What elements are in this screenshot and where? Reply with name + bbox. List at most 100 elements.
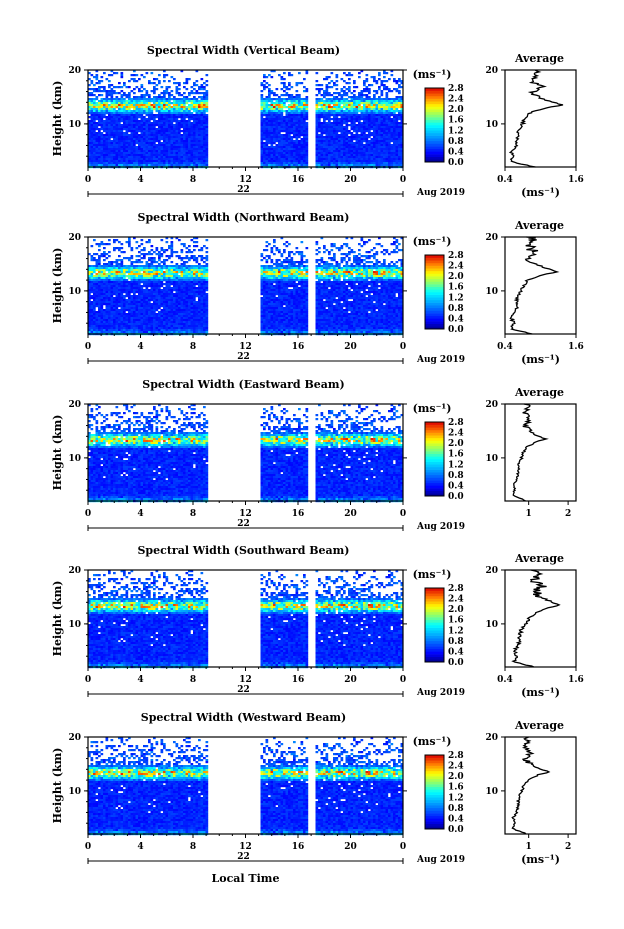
x-tick-label: 16: [292, 342, 305, 352]
month-year-label: Aug 2019: [416, 355, 465, 365]
colorbar-tick-label: 0.8: [448, 804, 464, 814]
colorbar-cell: [425, 781, 444, 785]
average-x-axis-label: (ms⁻¹): [521, 353, 560, 366]
colorbar-tick-label: 2.8: [448, 418, 464, 428]
colorbar-cell: [425, 762, 444, 766]
colorbar-cell: [425, 630, 444, 634]
colorbar-tick-label: 2.0: [448, 605, 464, 615]
x-tick-label: 0: [85, 675, 91, 685]
average-x-tick-label: 1.6: [568, 342, 584, 352]
y-tick-label: 10: [68, 620, 81, 630]
panel-title: Spectral Width (Westward Beam): [141, 711, 346, 724]
colorbar-cell: [425, 802, 444, 806]
date-label: 22: [237, 352, 250, 362]
colorbar-cell: [425, 590, 444, 594]
x-tick-label: 4: [137, 175, 143, 185]
colorbar-tick-label: 1.6: [448, 283, 464, 293]
colorbar-cell: [425, 148, 444, 152]
colorbar: (ms⁻¹) 2.82.42.01.61.20.80.40.0: [413, 68, 464, 168]
colorbar-cell: [425, 588, 444, 591]
y-tick-label: 10: [68, 287, 81, 297]
colorbar-tick-label: 1.2: [448, 626, 464, 636]
colorbar-cell: [425, 490, 444, 494]
colorbar-cell: [425, 111, 444, 115]
average-profile-line: [509, 236, 560, 335]
colorbar-cell: [425, 789, 444, 793]
colorbar-cell: [425, 640, 444, 644]
colorbar-cell: [425, 424, 444, 428]
average-title: Average: [514, 719, 564, 732]
average-x-axis-label: (ms⁻¹): [521, 186, 560, 199]
colorbar-cell: [425, 614, 444, 618]
average-x-axis-label: (ms⁻¹): [521, 853, 560, 866]
colorbar-tick-label: 2.4: [448, 762, 464, 772]
colorbar-cell: [425, 443, 444, 447]
colorbar-cell: [425, 784, 444, 788]
average-x-tick-label: 1: [526, 842, 532, 852]
x-tick-label: 16: [292, 675, 305, 685]
average-frame: [504, 236, 577, 335]
x-tick-label: 0: [400, 675, 406, 685]
average-profile-line: [512, 403, 549, 502]
colorbar-cell: [425, 773, 444, 777]
average-panel: Average 10 20 0.4 1.6 (ms⁻¹): [485, 219, 583, 366]
colorbar-tick-label: 2.0: [448, 439, 464, 449]
y-tick-label: 10: [68, 454, 81, 464]
colorbar-cell: [425, 445, 444, 449]
colorbar-cell: [425, 106, 444, 110]
x-tick-label: 12: [239, 342, 252, 352]
colorbar: (ms⁻¹) 2.82.42.01.61.20.80.40.0: [413, 402, 464, 502]
colorbar-cell: [425, 648, 444, 652]
panel-title: Spectral Width (Southward Beam): [137, 544, 349, 557]
colorbar-tick-label: 0.8: [448, 304, 464, 314]
colorbar-unit: (ms⁻¹): [413, 735, 452, 748]
date-label: 22: [237, 519, 250, 529]
average-frame: [504, 69, 577, 168]
colorbar-cell: [425, 278, 444, 282]
colorbar-tick-label: 1.2: [448, 126, 464, 136]
colorbar-cell: [425, 821, 444, 825]
heatmap: [88, 237, 404, 336]
colorbar-tick-label: 1.2: [448, 460, 464, 470]
colorbar-tick-label: 1.2: [448, 293, 464, 303]
colorbar-cell: [425, 93, 444, 97]
colorbar-cell: [425, 265, 444, 269]
colorbar-cell: [425, 286, 444, 290]
average-y-tick-label: 20: [485, 400, 498, 410]
colorbar-cell: [425, 135, 444, 139]
colorbar-cell: [425, 268, 444, 272]
average-x-tick-label: 1.6: [568, 175, 584, 185]
panel-3: Spectral Width (Eastward Beam)1020Height…: [51, 378, 577, 532]
colorbar-cell: [425, 815, 444, 819]
colorbar-cell: [425, 480, 444, 484]
colorbar-cell: [425, 297, 444, 301]
colorbar-cell: [425, 823, 444, 827]
colorbar-cell: [425, 778, 444, 782]
panel-5: Spectral Width (Westward Beam)1020Height…: [51, 711, 577, 885]
colorbar-tick-label: 2.4: [448, 595, 464, 605]
colorbar-cell: [425, 485, 444, 489]
average-y-tick-label: 20: [485, 66, 498, 76]
average-y-tick-label: 10: [485, 454, 498, 464]
colorbar-cell: [425, 122, 444, 126]
colorbar-cell: [425, 140, 444, 144]
colorbar-cell: [425, 794, 444, 798]
colorbar-cell: [425, 826, 444, 830]
colorbar-cell: [425, 440, 444, 444]
x-tick-label: 4: [137, 342, 143, 352]
average-profile-line: [511, 736, 551, 835]
colorbar-cell: [425, 156, 444, 160]
heatmap: [88, 737, 404, 836]
colorbar-cell: [425, 125, 444, 128]
colorbar-cell: [425, 429, 444, 433]
colorbar-cell: [425, 119, 444, 123]
colorbar-cell: [425, 292, 444, 295]
average-panel: Average 10 20 1 2: [485, 386, 577, 519]
average-x-axis-label: (ms⁻¹): [521, 686, 560, 699]
colorbar-cell: [425, 270, 444, 274]
x-axis-label: Local Time: [212, 872, 280, 885]
average-title: Average: [514, 386, 564, 399]
colorbar-cell: [425, 469, 444, 473]
colorbar-cell: [425, 117, 444, 121]
colorbar-cell: [425, 603, 444, 607]
